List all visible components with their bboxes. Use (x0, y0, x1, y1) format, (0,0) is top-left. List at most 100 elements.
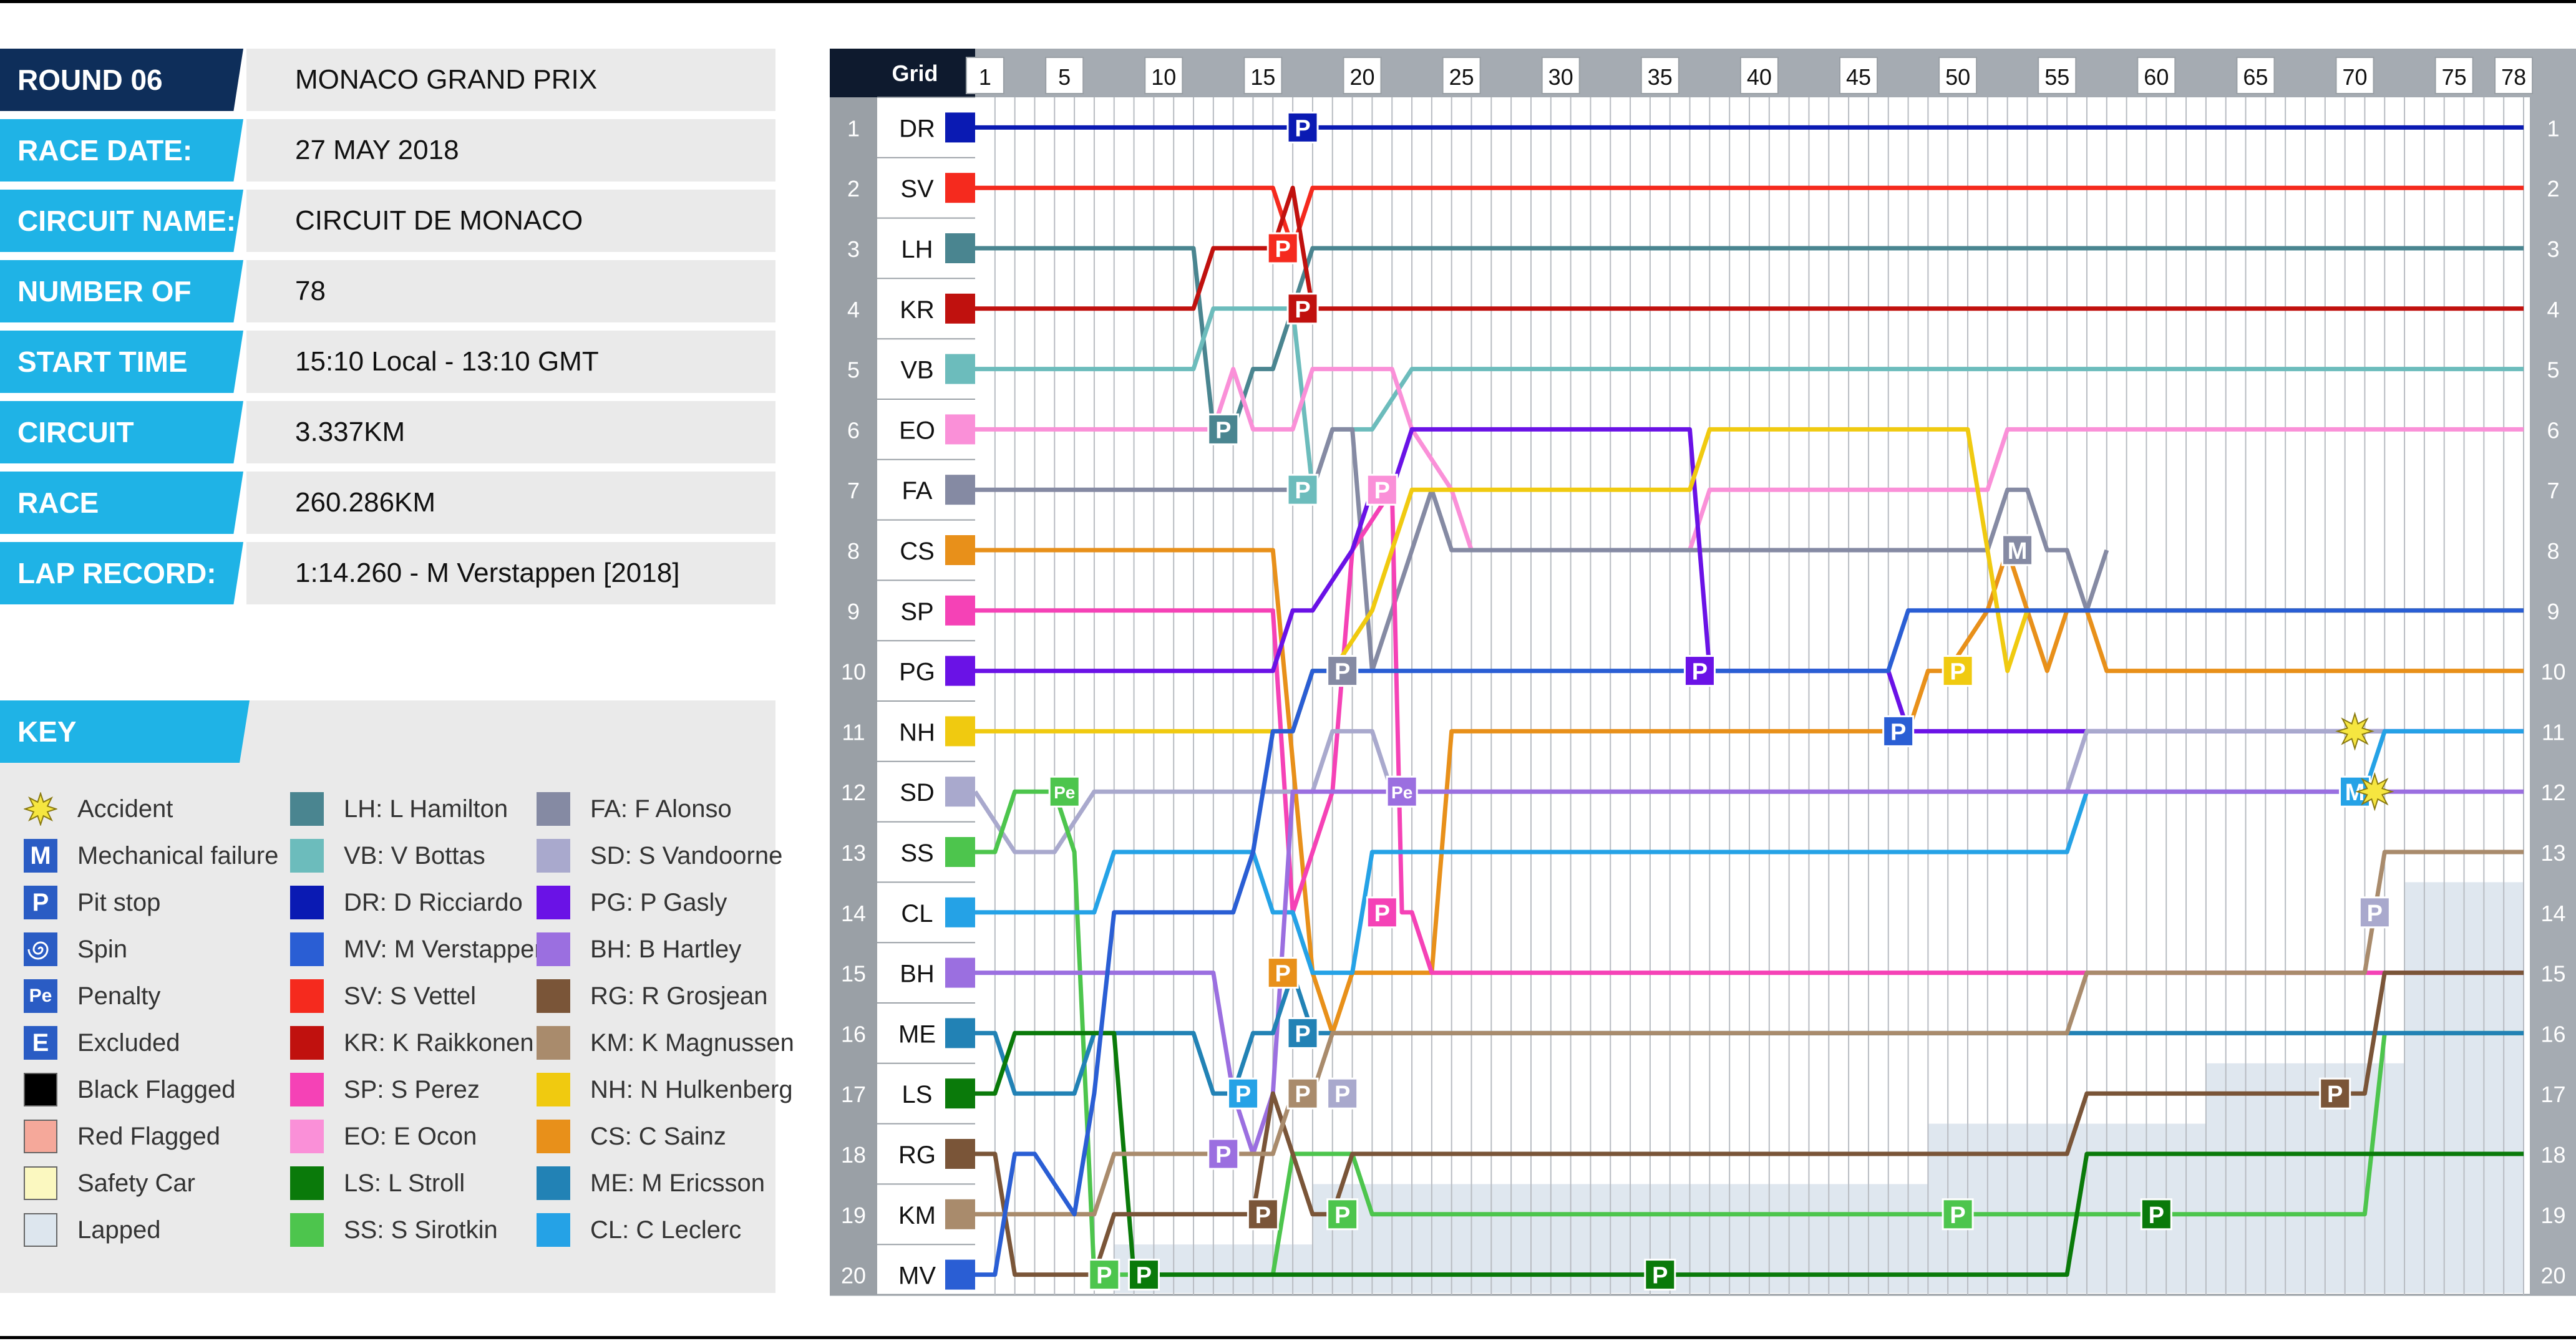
pit-stop-icon: P (1334, 1082, 1350, 1108)
lap-tick-label: 35 (1648, 64, 1673, 90)
grid-position-number: 14 (841, 901, 866, 926)
key-item-label: Lapped (77, 1216, 161, 1244)
grid-driver-swatch (945, 1199, 975, 1229)
accident-icon (24, 792, 57, 826)
event-marker (2140, 1198, 2172, 1231)
info-label: START TIME (0, 331, 243, 393)
pit-stop-icon: P (1374, 901, 1390, 927)
key-driver-eo: EO: E Ocon (290, 1118, 477, 1155)
driver-color-swatch (537, 1166, 570, 1200)
key-driver-label: SS: S Sirotkin (344, 1216, 498, 1244)
key-item: P Pit stop (24, 884, 160, 921)
key-item: Spin (24, 931, 127, 968)
event-marker (1942, 1198, 1974, 1231)
pit-stop-icon: P (1275, 961, 1291, 987)
key-driver-km: KM: K Magnussen (537, 1024, 794, 1062)
key-title: KEY (0, 700, 250, 763)
info-value: 27 MAY 2018 (246, 119, 775, 182)
final-position-number: 11 (2542, 719, 2565, 745)
grid-driver-code: SV (900, 175, 934, 203)
series-line-ss (975, 789, 2524, 1277)
key-driver-lh: LH: L Hamilton (290, 790, 508, 828)
key-driver-pg: PG: P Gasly (537, 884, 727, 921)
key-driver-label: NH: N Hulkenberg (590, 1075, 793, 1103)
key-driver-label: CS: C Sainz (590, 1122, 726, 1150)
pit-stop-icon: P (1096, 1263, 1112, 1289)
driver-color-swatch (290, 1166, 324, 1200)
final-position-number: 9 (2547, 599, 2559, 624)
driver-color-swatch (290, 886, 324, 919)
key-driver-sd: SD: S Vandoorne (537, 837, 782, 874)
driver-color-swatch (537, 886, 570, 919)
driver-color-swatch (290, 1073, 324, 1106)
key-driver-label: LH: L Hamilton (344, 795, 508, 823)
event-marker (1127, 1259, 1160, 1291)
pit-stop-icon: P (1136, 1263, 1152, 1289)
lap-tick-box (1541, 57, 1580, 94)
info-row: CIRCUIT NAME: CIRCUIT DE MONACO (0, 190, 775, 252)
driver-color-swatch (537, 839, 570, 873)
key-driver-label: EO: E Ocon (344, 1122, 477, 1150)
key-driver-kr: KR: K Raikkonen (290, 1024, 534, 1062)
lap-tick-label: 65 (2243, 64, 2268, 90)
grid-position-number: 8 (847, 538, 860, 564)
grid-driver-code: CL (901, 900, 933, 927)
key-header: KEY (0, 700, 775, 763)
final-position-number: 17 (2540, 1082, 2565, 1107)
pit-stop-icon: P (1374, 478, 1390, 504)
key-driver-label: KM: K Magnussen (590, 1029, 794, 1057)
grid-driver-swatch (945, 957, 975, 988)
lapped-swatch (24, 1213, 57, 1247)
event-marker (1286, 111, 1319, 143)
grid-number-column (830, 49, 877, 1295)
key-driver-mv: MV: M Verstappen (290, 931, 548, 968)
final-position-number: 15 (2540, 961, 2565, 987)
event-marker (1088, 1259, 1120, 1291)
pit-stop-icon: P (1295, 297, 1310, 323)
driver-color-swatch (290, 839, 324, 873)
final-position-number: 5 (2547, 357, 2559, 383)
key-item: Accident (24, 790, 173, 828)
info-value: 3.337KM (246, 401, 775, 463)
pit-stop-icon: P (1215, 417, 1231, 443)
lap-tick-box (1045, 57, 1084, 94)
info-row: NUMBER OF LAPS:78 (0, 260, 775, 322)
final-position-number: 18 (2540, 1142, 2565, 1168)
lap-tick-label: 10 (1151, 64, 1176, 90)
grid-driver-code: EO (899, 417, 935, 444)
lap-tick-label: 15 (1250, 64, 1275, 90)
grid-position-number: 12 (841, 780, 866, 805)
key-item-label: Accident (77, 795, 173, 823)
key-driver-nh: NH: N Hulkenberg (537, 1071, 793, 1108)
lap-tick-label: 5 (1058, 64, 1071, 90)
grid-driver-code: VB (900, 357, 933, 384)
key-driver-label: PG: P Gasly (590, 888, 727, 916)
excluded-icon: E (24, 1026, 57, 1060)
pit-stop-icon: P (2149, 1203, 2164, 1229)
grid-position-number: 19 (841, 1203, 866, 1228)
pit-stop-icon: P (1295, 1082, 1310, 1108)
info-label: LAP RECORD: (0, 542, 243, 604)
pit-stop-icon: P (1334, 659, 1350, 685)
event-marker (1366, 473, 1398, 506)
grid-driver-code: ME (898, 1020, 936, 1048)
info-row: RACE DISTANCE:260.286KM (0, 472, 775, 534)
pit-stop-icon: P (1295, 115, 1310, 142)
event-marker (1286, 1017, 1319, 1049)
pit-stop-icon: P (1275, 236, 1291, 263)
penalty-icon: Pe (1054, 783, 1075, 802)
event-marker (1227, 1077, 1260, 1110)
event-marker (1942, 655, 1974, 687)
lap-tick-label: 75 (2442, 64, 2467, 90)
grid-position-number: 9 (847, 599, 860, 624)
key-driver-label: LS: L Stroll (344, 1169, 465, 1197)
grid-driver-swatch (945, 535, 975, 565)
grid-position-number: 20 (841, 1263, 866, 1289)
grid-position-number: 6 (847, 417, 860, 443)
info-value: 78 (246, 260, 775, 322)
info-label: NUMBER OF LAPS: (0, 260, 243, 322)
key-driver-label: DR: D Ricciardo (344, 888, 523, 916)
event-marker (1048, 775, 1081, 808)
pit-stop-icon: P (1215, 1142, 1231, 1168)
pit-stop-icon: P (1890, 719, 1906, 745)
